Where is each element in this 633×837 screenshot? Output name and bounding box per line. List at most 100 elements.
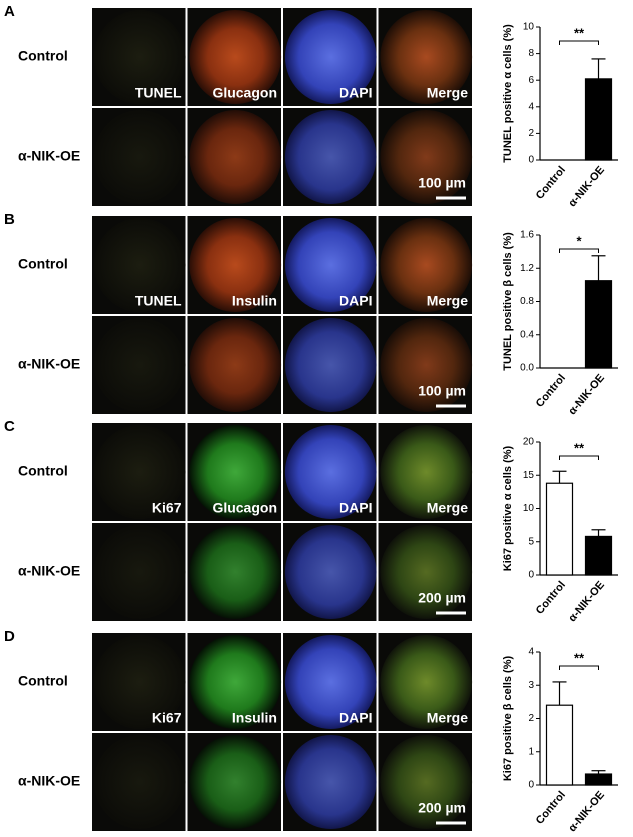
stain-label: Glucagon (212, 500, 277, 516)
micrograph-islet (189, 634, 282, 730)
y-tick-label: 3 (528, 680, 534, 691)
y-tick-label: 2 (528, 128, 534, 139)
panel-label: A (4, 3, 15, 20)
y-tick-label: 0.0 (520, 363, 534, 374)
y-tick-label: 1 (528, 746, 534, 757)
y-tick-label: 1.6 (520, 230, 534, 241)
row-label: α-NIK-OE (18, 563, 80, 579)
micrograph-islet (284, 317, 377, 413)
micrograph-islet (284, 109, 377, 205)
bar (584, 280, 613, 369)
micrograph-islet (189, 217, 282, 313)
micrograph-islet (93, 217, 186, 313)
micrograph-islet (189, 9, 282, 105)
row-label: α-NIK-OE (18, 773, 80, 789)
micrograph-islet (284, 524, 377, 620)
row-label: α-NIK-OE (18, 356, 80, 372)
y-tick-label: 0 (528, 780, 534, 791)
y-tick-label: 2 (528, 713, 534, 724)
row-label: Control (18, 48, 68, 64)
micrograph-islet (189, 734, 282, 830)
y-tick-label: 0 (528, 570, 534, 581)
error-bar (591, 255, 606, 281)
significance-bracket (559, 455, 599, 460)
micrograph-islet (93, 9, 186, 105)
bar (584, 535, 613, 576)
significance-label: * (576, 233, 582, 248)
row-label: Control (18, 463, 68, 479)
stain-label: TUNEL (135, 293, 182, 309)
x-tick-label: α-NIK-OE (566, 579, 607, 624)
stain-label: DAPI (339, 85, 372, 101)
y-axis-title: TUNEL positive β cells (%) (502, 232, 514, 371)
significance-label: ** (574, 650, 585, 665)
scale-bar-label: 200 µm (418, 800, 466, 816)
x-tick-label: α-NIK-OE (566, 372, 607, 417)
micrograph-islet (93, 524, 186, 620)
y-tick-label: 5 (528, 536, 534, 547)
micrograph-islet (189, 109, 282, 205)
significance-bracket (559, 665, 599, 670)
y-tick-label: 6 (528, 75, 534, 86)
scale-bar-label: 200 µm (418, 590, 466, 606)
micrograph-islet (380, 424, 473, 520)
micrograph-islet (93, 424, 186, 520)
micrograph-islet (189, 524, 282, 620)
y-axis-title: Ki67 positive β cells (%) (502, 656, 514, 782)
error-bar (552, 470, 567, 484)
stain-label: Merge (427, 293, 468, 309)
y-tick-label: 4 (528, 647, 534, 658)
significance-bracket (559, 248, 599, 253)
x-tick-label: Control (534, 372, 568, 410)
micrograph-islet (284, 634, 377, 730)
x-tick-label: Control (534, 164, 568, 202)
y-tick-label: 8 (528, 48, 534, 59)
error-bar (591, 770, 606, 775)
y-tick-label: 4 (528, 101, 534, 112)
bar (545, 704, 574, 786)
stain-label: DAPI (339, 293, 372, 309)
micrograph-islet (189, 317, 282, 413)
error-bar (591, 58, 606, 79)
scale-bar-label: 100 µm (418, 175, 466, 191)
error-bar (552, 681, 567, 706)
stain-label: Merge (427, 500, 468, 516)
micrograph-islet (284, 424, 377, 520)
y-tick-label: 0.8 (520, 296, 534, 307)
micrograph-islet (284, 9, 377, 105)
panel-label: D (4, 628, 15, 645)
micrograph-islet (284, 734, 377, 830)
significance-bracket (559, 40, 599, 45)
micrograph-islet (93, 317, 186, 413)
y-tick-label: 10 (523, 503, 535, 514)
micrograph-islet (380, 634, 473, 730)
stain-label: Merge (427, 85, 468, 101)
stain-label: TUNEL (135, 85, 182, 101)
x-tick-label: α-NIK-OE (566, 789, 607, 834)
row-label: α-NIK-OE (18, 148, 80, 164)
y-tick-label: 0 (528, 155, 534, 166)
y-axis-title: Ki67 positive α cells (%) (502, 445, 514, 571)
stain-label: Ki67 (152, 500, 182, 516)
stain-label: Ki67 (152, 710, 182, 726)
stain-label: Insulin (232, 293, 277, 309)
panel-label: B (4, 211, 15, 228)
significance-label: ** (574, 440, 585, 455)
stain-label: Insulin (232, 710, 277, 726)
micrograph-islet (380, 109, 473, 205)
stain-label: Merge (427, 710, 468, 726)
significance-label: ** (574, 25, 585, 40)
x-tick-label: α-NIK-OE (566, 164, 607, 209)
micrograph-islet (93, 634, 186, 730)
y-tick-label: 0.4 (520, 329, 534, 340)
scale-bar-label: 100 µm (418, 383, 466, 399)
bar (584, 78, 613, 161)
y-axis-title: TUNEL positive α cells (%) (502, 24, 514, 163)
panel-label: C (4, 418, 15, 435)
micrograph-islet (93, 109, 186, 205)
micrograph-islet (93, 734, 186, 830)
x-tick-label: Control (534, 579, 568, 617)
micrograph-islet (380, 734, 473, 830)
row-label: Control (18, 673, 68, 689)
